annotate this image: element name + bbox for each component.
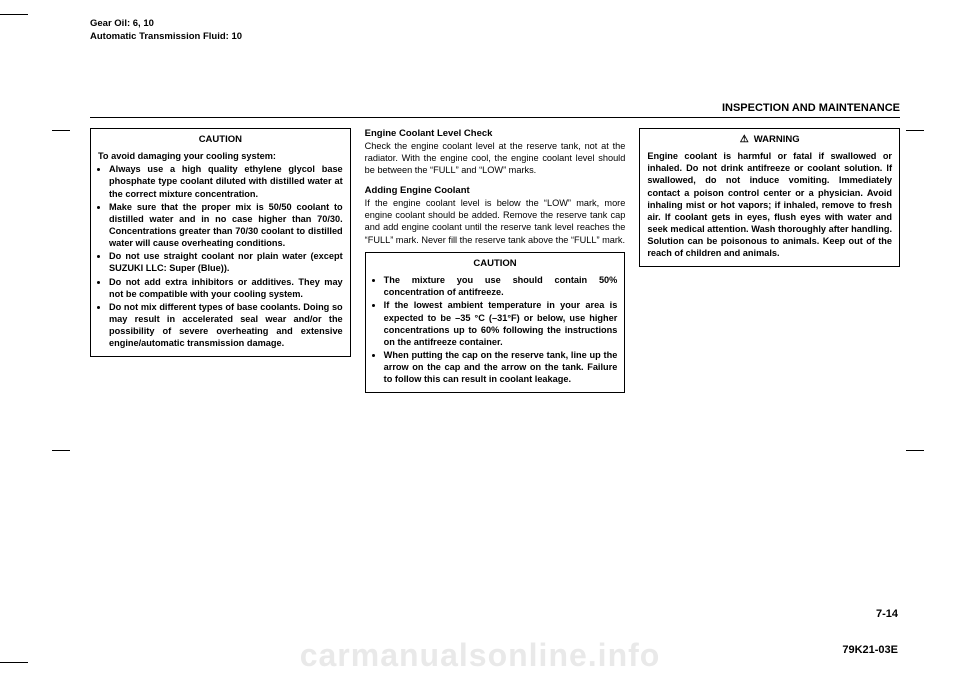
caution-title: CAUTION [98,134,343,147]
warning-body: Engine coolant is harmful or fatal if sw… [647,150,892,259]
subheading: Engine Coolant Level Check [365,128,626,141]
warning-title-row: ⚠ WARNING [647,134,892,147]
page: Gear Oil: 6, 10 Automatic Transmission F… [0,0,960,678]
caution-list: Always use a high quality ethylene glyco… [98,163,343,349]
caution-list: The mixture you use should contain 50% c… [373,274,618,385]
warning-icon: ⚠ [740,135,749,145]
top-note-line: Gear Oil: 6, 10 [90,18,900,31]
content-columns: CAUTION To avoid damaging your cooling s… [90,128,900,394]
column-2: Engine Coolant Level Check Check the eng… [365,128,626,394]
caution-item: When putting the cap on the reserve tank… [384,349,618,385]
caution-box: CAUTION The mixture you use should conta… [365,252,626,394]
caution-item: Do not add extra inhibitors or additives… [109,276,343,300]
caution-box: CAUTION To avoid damaging your cooling s… [90,128,351,358]
caution-item: Always use a high quality ethylene glyco… [109,163,343,199]
column-1: CAUTION To avoid damaging your cooling s… [90,128,351,394]
column-3: ⚠ WARNING Engine coolant is harmful or f… [639,128,900,394]
caution-item: If the lowest ambient temperature in you… [384,299,618,348]
body-text: Check the engine coolant level at the re… [365,140,626,176]
top-note-line: Automatic Transmission Fluid: 10 [90,31,900,44]
caution-item: Make sure that the proper mix is 50/50 c… [109,201,343,250]
subheading: Adding Engine Coolant [365,185,626,198]
caution-title: CAUTION [373,258,618,271]
body-text: If the engine coolant level is below the… [365,197,626,246]
page-number: 7-14 [876,608,898,620]
warning-box: ⚠ WARNING Engine coolant is harmful or f… [639,128,900,268]
caution-intro: To avoid damaging your cooling system: [98,150,343,162]
caution-item: The mixture you use should contain 50% c… [384,274,618,298]
section-header: INSPECTION AND MAINTENANCE [90,102,900,118]
warning-title: WARNING [754,134,800,147]
caution-item: Do not mix different types of base coola… [109,301,343,350]
top-note: Gear Oil: 6, 10 Automatic Transmission F… [90,18,900,44]
caution-item: Do not use straight coolant nor plain wa… [109,250,343,274]
document-code: 79K21-03E [842,644,898,656]
